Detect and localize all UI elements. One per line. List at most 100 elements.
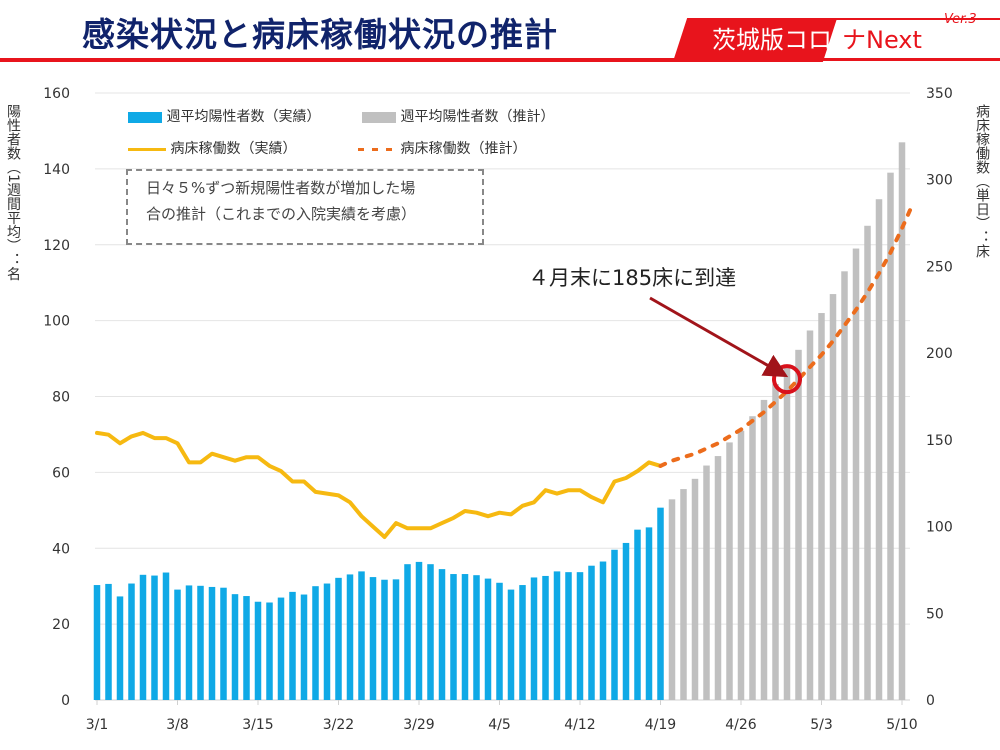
y-tick-label-right: 300	[926, 173, 953, 189]
bar-projected	[691, 478, 699, 700]
bar-projected	[864, 225, 871, 700]
bar-projected	[852, 248, 860, 700]
bar-actual	[312, 586, 319, 700]
legend-swatch-yellow-line	[128, 147, 166, 151]
bar-actual	[553, 571, 561, 700]
y-tick-label-left: 140	[43, 162, 70, 178]
bar-actual	[174, 589, 181, 700]
bar-actual	[450, 574, 457, 700]
bar-actual	[116, 596, 124, 700]
bar-actual	[358, 571, 365, 700]
bar-actual	[369, 577, 377, 700]
y-tick-label-left: 160	[43, 86, 70, 102]
bar-actual	[151, 575, 158, 700]
bar-projected	[668, 499, 676, 700]
bar-actual	[139, 574, 147, 700]
bar-actual	[634, 529, 641, 700]
bar-actual	[427, 564, 434, 700]
bar-actual	[576, 572, 584, 700]
bar-actual	[185, 585, 193, 700]
note-line-2: 合の推計（これまでの入院実績を考慮）	[146, 205, 417, 223]
bar-projected	[703, 465, 710, 700]
y-tick-label-left: 0	[61, 693, 70, 709]
bar-actual	[105, 583, 112, 700]
y-tick-label-right: 200	[926, 346, 953, 362]
bar-actual	[162, 572, 170, 700]
x-tick-label: 3/15	[242, 717, 273, 733]
x-tick-label: 4/19	[645, 717, 676, 733]
tick-labels: 0 20 40 60 80 100 120 140 160 0 50 100 150 200 250 300 3…	[43, 86, 952, 733]
bar-projected	[887, 172, 894, 700]
x-tick-label: 3/22	[323, 717, 354, 733]
bar-actual	[323, 583, 331, 700]
bar-projected	[841, 271, 848, 700]
bar-actual	[519, 585, 526, 700]
y-tick-label-left: 60	[52, 465, 70, 481]
bar-actual	[415, 561, 423, 700]
bar-projected	[737, 430, 745, 700]
x-tick-label: 3/1	[86, 717, 109, 733]
callout-text: ４月末に185床に到達	[528, 266, 737, 290]
note-line-1: 日々５%ずつ新規陽性者数が増加した場	[146, 179, 416, 197]
y-tick-label-right: 150	[926, 433, 953, 449]
callout-arrow	[649, 296, 789, 378]
bar-actual	[93, 585, 101, 700]
projection-note: 日々５%ずつ新規陽性者数が増加した場 合の推計（これまでの入院実績を考慮）	[126, 169, 484, 245]
y-tick-label-left: 80	[52, 390, 70, 406]
x-tick-label: 5/10	[886, 717, 917, 733]
bar-projected	[898, 142, 906, 701]
line-beds-projected	[658, 200, 916, 468]
bar-projected	[714, 456, 722, 700]
bar-actual	[197, 585, 204, 700]
y-tick-label-right: 100	[926, 520, 953, 536]
bar-projected	[760, 399, 768, 700]
legend-swatch-gray	[362, 111, 396, 123]
bar-projected	[818, 313, 825, 700]
x-tick-label: 4/12	[564, 717, 595, 733]
y-tick-label-right: 0	[926, 693, 935, 709]
title-underline-right	[820, 58, 1000, 61]
bar-actual	[657, 507, 664, 700]
brand-badge-text: 茨城版コロ	[712, 26, 832, 54]
x-tick-label: 4/26	[725, 717, 757, 733]
title-underline	[0, 58, 690, 62]
legend-label: 週平均陽性者数（推計）	[400, 109, 555, 125]
bar-actual	[599, 561, 607, 700]
y-tick-label-left: 40	[52, 541, 70, 557]
bar-projected	[772, 383, 779, 700]
brand-badge-text-next: ナNext	[842, 26, 922, 54]
bar-actual	[335, 577, 342, 700]
legend-item-actual-line: 病床稼働数（実績）	[128, 138, 296, 158]
legend-label: 病床稼働数（推計）	[400, 141, 527, 157]
bar-actual	[243, 596, 250, 700]
legend-swatch-blue	[128, 111, 162, 123]
bar-actual	[404, 564, 411, 700]
bar-actual	[611, 549, 618, 700]
bar-actual	[208, 586, 216, 700]
line-beds-actual	[95, 430, 663, 539]
bar-actual	[231, 594, 239, 700]
bar-actual	[622, 542, 630, 700]
bar-projected	[875, 199, 883, 700]
bar-actual	[473, 575, 480, 700]
y-axis-right-label: 病床稼働数（単日）：床	[974, 104, 990, 258]
y-tick-label-right: 50	[926, 606, 944, 622]
bar-actual	[484, 578, 492, 700]
legend-item-actual-bar: 週平均陽性者数（実績）	[128, 106, 320, 126]
bar-actual	[266, 602, 273, 700]
legend-swatch-orange-dashed	[358, 147, 396, 151]
bar-actual	[588, 565, 595, 700]
bar-actual	[461, 574, 469, 700]
bar-actual	[530, 577, 538, 700]
lines	[95, 200, 916, 539]
bar-projected	[829, 294, 837, 700]
bar-actual	[507, 589, 515, 700]
y-axis-left-label: 陽性者数（1週間平均）：名	[5, 104, 21, 281]
bar-actual	[392, 579, 400, 700]
x-tick-label: 4/5	[488, 717, 511, 733]
bar-actual	[220, 587, 227, 700]
legend-label: 週平均陽性者数（実績）	[166, 109, 321, 125]
legend-item-projected-bar: 週平均陽性者数（推計）	[362, 106, 554, 126]
bar-actual	[346, 574, 354, 700]
version-label: Ver.3	[944, 12, 977, 27]
